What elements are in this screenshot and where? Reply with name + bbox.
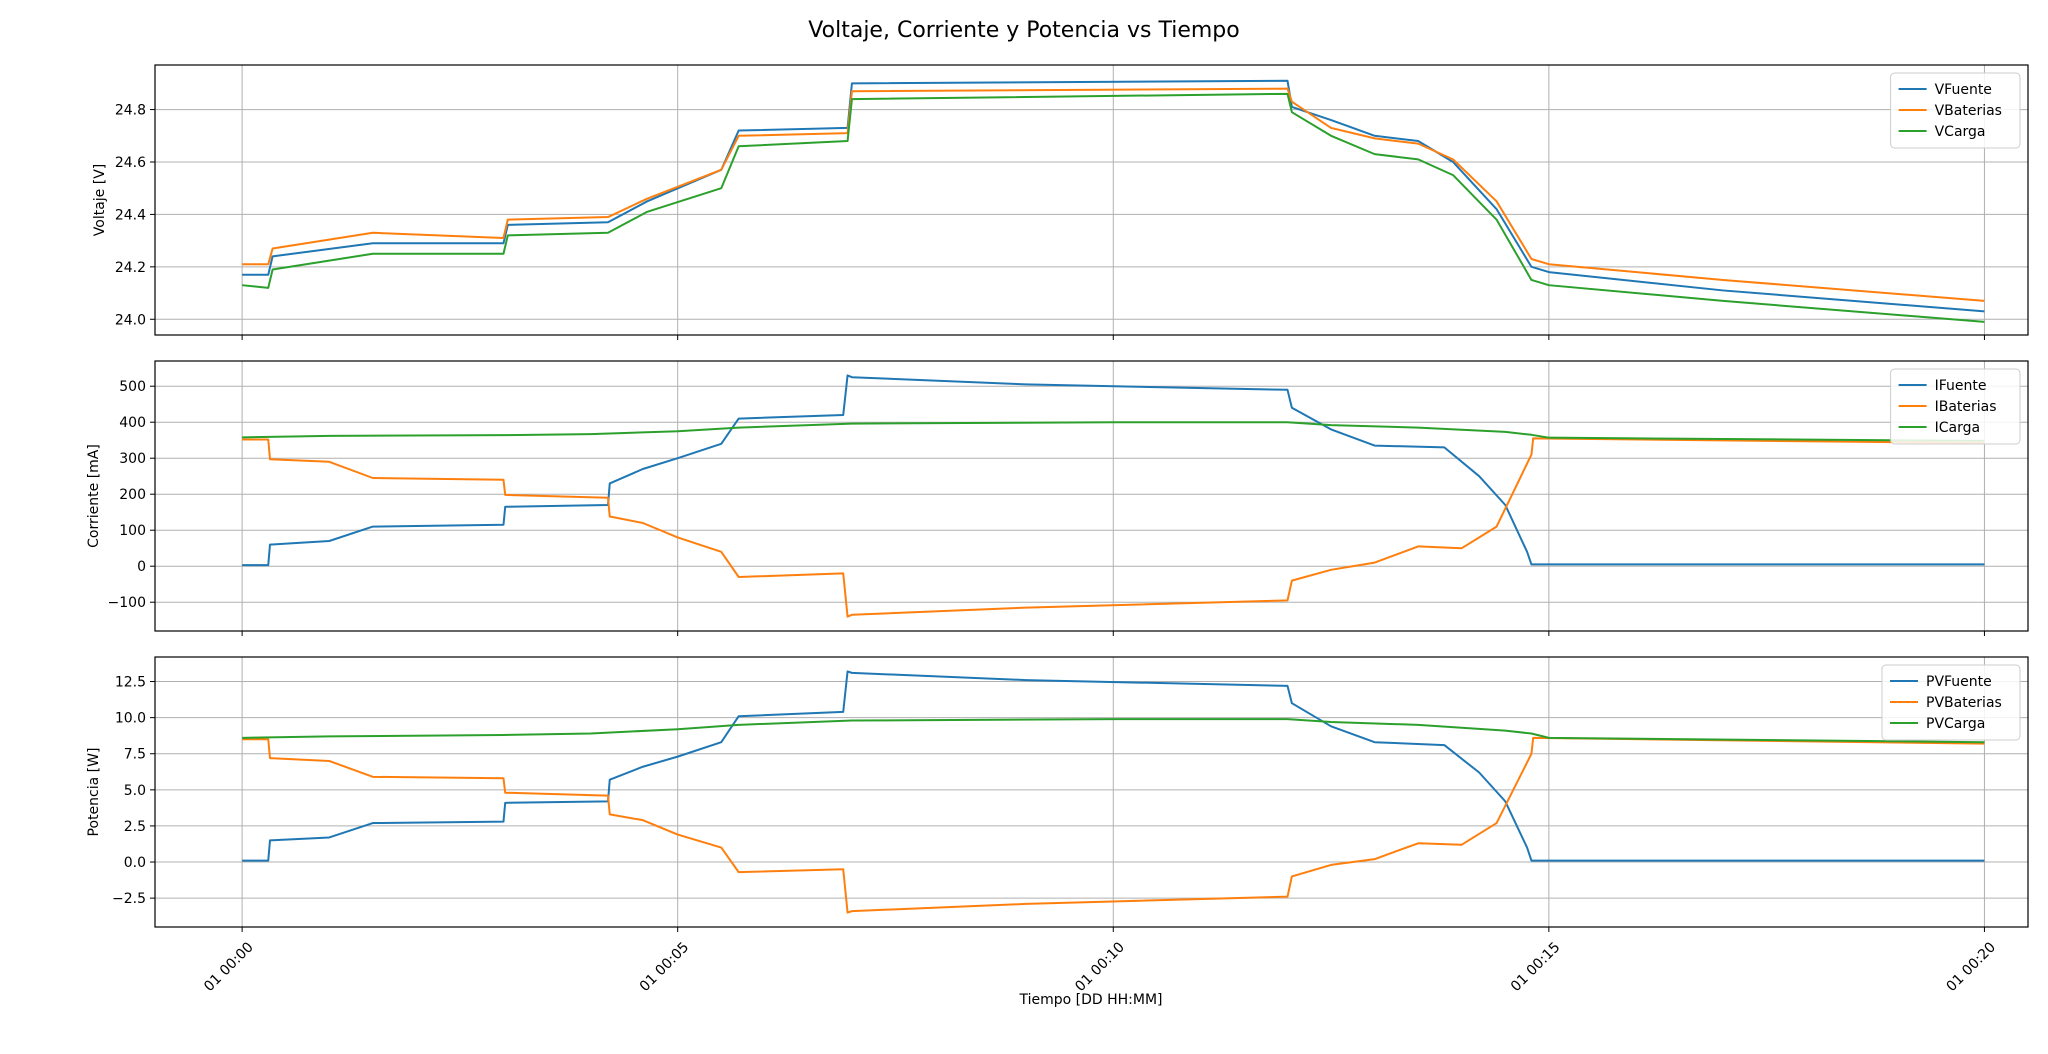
y-tick-label: 12.5 [115, 675, 146, 691]
figure-title: Voltaje, Corriente y Potencia vs Tiempo [808, 18, 1239, 43]
series-line-vcarga [242, 92, 1985, 323]
axes-frame [154, 360, 2029, 632]
y-tick-label: 24.4 [115, 207, 146, 223]
y-tick-label: 10.0 [115, 711, 146, 727]
legend-label: IBaterias [1935, 399, 1997, 415]
y-tick-label: 0 [137, 559, 146, 575]
y-axis-label: Voltaje [V] [92, 164, 108, 236]
legend-label: PVBaterias [1926, 695, 2002, 711]
x-tick-label: 01 00:10 [1072, 939, 1128, 995]
y-tick-label: 2.5 [124, 819, 146, 835]
legend-label: VBaterias [1935, 103, 2002, 119]
x-tick-label: 01 00:20 [1943, 939, 1999, 995]
y-tick-label: 24.2 [115, 260, 146, 276]
legend: PVFuente PVBaterias PVCarga [1881, 664, 2021, 741]
series-line-icarga [242, 421, 1985, 442]
series-line-pvfuente [242, 670, 1985, 862]
legend-label: VFuente [1935, 82, 1992, 98]
y-tick-label: 400 [119, 415, 146, 431]
y-tick-label: 24.8 [115, 103, 146, 119]
x-tick-label: 01 00:00 [201, 939, 257, 995]
y-tick-label: 100 [119, 523, 146, 539]
series-line-vfuente [242, 79, 1985, 313]
series-line-pvbaterias [242, 736, 1985, 914]
panel-1: −100 0 100 200 300 400 500 Corriente [mA] IFuent… [86, 360, 2029, 636]
legend-label: VCarga [1935, 124, 1986, 140]
series-line-pvcarga [242, 718, 1985, 744]
axes-frame [154, 656, 2029, 928]
y-tick-label: 7.5 [124, 747, 146, 763]
y-tick-label: 200 [119, 487, 146, 503]
y-tick-label: 24.0 [115, 312, 146, 328]
axes-frame [154, 64, 2029, 336]
series-line-ibaterias [242, 437, 1985, 618]
y-tick-label: 300 [119, 451, 146, 467]
legend-box [1881, 664, 2021, 741]
y-tick-label: −100 [108, 595, 146, 611]
y-axis-label: Corriente [mA] [86, 444, 102, 548]
y-tick-label: 5.0 [124, 783, 146, 799]
y-tick-label: 500 [119, 379, 146, 395]
legend: IFuente IBaterias ICarga [1890, 368, 2021, 445]
x-tick-label: 01 00:15 [1508, 939, 1564, 995]
legend-label: ICarga [1935, 420, 1980, 436]
legend-box [1890, 368, 2021, 445]
legend-label: IFuente [1935, 378, 1987, 394]
series-line-vbaterias [242, 87, 1985, 302]
y-tick-label: −2.5 [112, 891, 146, 907]
legend-label: PVCarga [1926, 716, 1985, 732]
y-tick-label: 0.0 [124, 855, 146, 871]
legend: VFuente VBaterias VCarga [1890, 72, 2021, 149]
x-tick-label: 01 00:05 [637, 939, 693, 995]
y-axis-label: Potencia [W] [86, 748, 102, 837]
series-line-ifuente [242, 374, 1985, 567]
legend-label: PVFuente [1926, 674, 1992, 690]
panel-0: 24.0 24.2 24.4 24.6 24.8 Voltaje [V] VFuente VB… [92, 64, 2029, 340]
panel-2: −2.5 0.0 2.5 5.0 7.5 10.0 12.5 01 00:00 01 00:05… [86, 656, 2029, 995]
y-tick-label: 24.6 [115, 155, 146, 171]
legend-box [1890, 72, 2021, 149]
x-axis-label: Tiempo [DD HH:MM] [1018, 992, 1162, 1008]
